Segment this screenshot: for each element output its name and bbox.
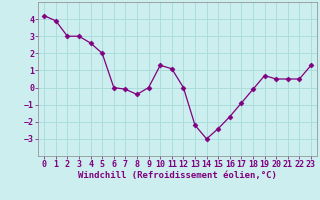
X-axis label: Windchill (Refroidissement éolien,°C): Windchill (Refroidissement éolien,°C) <box>78 171 277 180</box>
